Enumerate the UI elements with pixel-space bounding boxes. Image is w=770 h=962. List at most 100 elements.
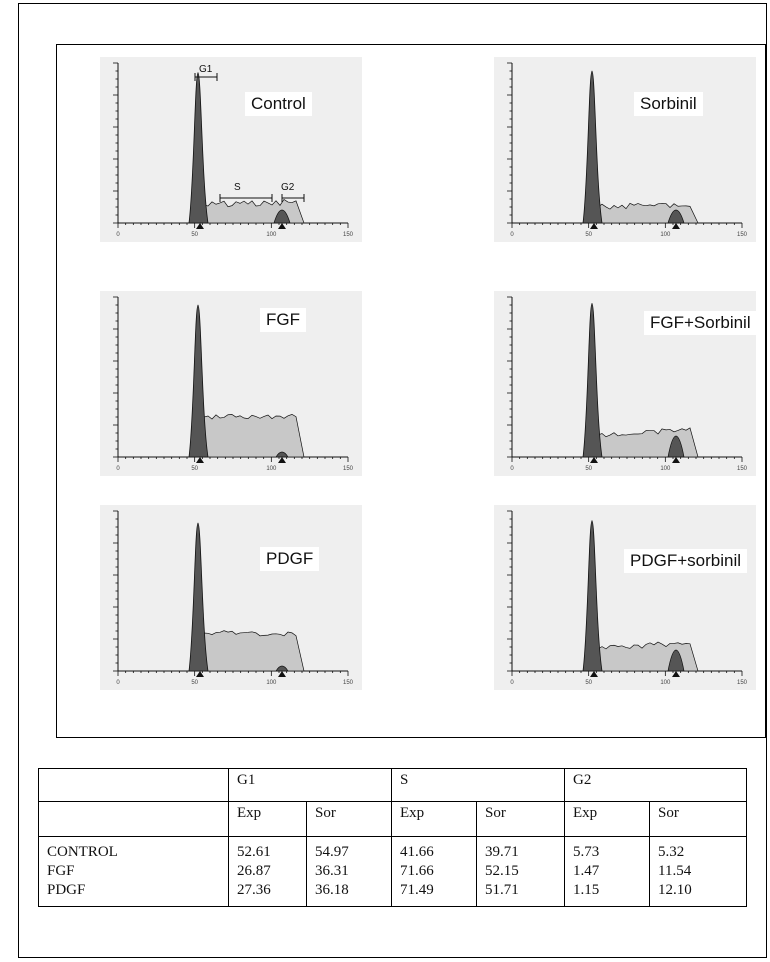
gate-marker	[590, 223, 598, 229]
histogram-label: FGF	[260, 308, 306, 332]
g2-peak	[667, 209, 685, 224]
histogram-plot: 0 50 100 150	[507, 62, 748, 238]
g2-peak	[275, 665, 289, 672]
gate-marker	[672, 671, 680, 677]
table-value-column: 52.61 26.87 27.36	[228, 836, 307, 907]
table-cell: 52.61	[237, 844, 271, 860]
row-label: FGF	[47, 863, 75, 879]
table-cell: 52.15	[485, 863, 519, 879]
gate-marker	[278, 457, 286, 463]
table-row-labels: CONTROL FGF PDGF	[38, 836, 229, 907]
table-cell: 1.47	[573, 863, 600, 879]
table-cell: 71.49	[400, 882, 434, 898]
table-subheader: Exp	[564, 801, 650, 837]
g1-peak	[188, 522, 209, 672]
x-tick-label: 0	[510, 232, 514, 238]
histogram-plot: 0 50 100 150 G1 S G2	[113, 62, 354, 238]
table-subheader: Exp	[228, 801, 307, 837]
gate-marker	[278, 223, 286, 229]
g1-peak	[188, 304, 209, 458]
table-phase-header: G2	[564, 768, 747, 802]
g1-peak	[188, 72, 209, 224]
histogram-label: FGF+Sorbinil	[644, 311, 757, 335]
table-corner-cell	[38, 801, 229, 837]
g2-peak	[667, 649, 685, 672]
g2-peak	[667, 435, 685, 458]
histogram-plot: 0 50 100 150	[113, 510, 354, 686]
gate-marker	[196, 223, 204, 229]
table-cell: 36.18	[315, 882, 349, 898]
x-tick-label: 150	[343, 466, 354, 472]
phase-label-g1: G1	[199, 64, 213, 75]
x-tick-label: 0	[116, 466, 120, 472]
g2-peak	[275, 451, 289, 458]
table-cell: 41.66	[400, 844, 434, 860]
histogram-label: PDGF	[260, 547, 320, 571]
gate-marker	[590, 671, 598, 677]
x-tick-label: 150	[737, 466, 748, 472]
table-subheader: Exp	[391, 801, 477, 837]
table-value-column: 41.66 71.66 71.49	[391, 836, 477, 907]
g1-peak	[582, 520, 603, 672]
table-subheader-row: Exp Sor Exp Sor Exp Sor	[38, 801, 747, 837]
table-corner-cell	[38, 768, 229, 802]
table-phase-header: S	[391, 768, 565, 802]
x-tick-label: 0	[510, 466, 514, 472]
x-tick-label: 50	[191, 680, 198, 686]
x-tick-label: 100	[660, 680, 671, 686]
table-value-column: 5.73 1.47 1.15	[564, 836, 650, 907]
histogram-sorbinil: 0 50 100 150 Sorbinil	[494, 57, 756, 242]
x-tick-label: 50	[585, 466, 592, 472]
table-value-column: 39.71 52.15 51.71	[476, 836, 565, 907]
x-tick-label: 50	[191, 466, 198, 472]
table-cell: 51.71	[485, 882, 519, 898]
x-tick-label: 150	[343, 232, 354, 238]
x-tick-label: 50	[585, 232, 592, 238]
g2-peak	[273, 209, 291, 224]
table-cell: 11.54	[658, 863, 692, 879]
table-value-column: 54.97 36.31 36.18	[306, 836, 392, 907]
gate-marker	[196, 671, 204, 677]
x-tick-label: 100	[266, 680, 277, 686]
x-tick-label: 0	[510, 680, 514, 686]
g1-peak	[582, 70, 603, 224]
histogram-fgf_sorbinil: 0 50 100 150 FGF+Sorbinil	[494, 291, 757, 476]
table-value-column: 5.32 11.54 12.10	[649, 836, 747, 907]
gate-marker	[278, 671, 286, 677]
histogram-pdgf_sorbinil: 0 50 100 150 PDGF+sorbinil	[494, 505, 756, 690]
table-cell: 71.66	[400, 863, 434, 879]
gate-marker	[672, 223, 680, 229]
x-tick-label: 150	[737, 680, 748, 686]
table-cell: 1.15	[573, 882, 600, 898]
histogram-label: Control	[245, 92, 312, 116]
table-cell: 27.36	[237, 882, 271, 898]
x-tick-label: 150	[343, 680, 354, 686]
histogram-pdgf: 0 50 100 150 PDGF	[100, 505, 362, 690]
x-tick-label: 0	[116, 232, 120, 238]
x-tick-label: 100	[660, 466, 671, 472]
histogram-panel: 0 50 100 150 G1 S G2 Control 0 50 100 150 Sorbinil 0 5…	[56, 44, 766, 738]
table-body-row: CONTROL FGF PDGF 52.61 26.87 27.36 54.97…	[38, 836, 747, 907]
x-tick-label: 100	[660, 232, 671, 238]
table-cell: 5.32	[658, 844, 685, 860]
gate-marker	[590, 457, 598, 463]
table-subheader: Sor	[649, 801, 747, 837]
phase-label-g2: G2	[281, 182, 295, 193]
histogram-plot: 0 50 100 150	[507, 510, 748, 686]
figure-frame: 0 50 100 150 G1 S G2 Control 0 50 100 150 Sorbinil 0 5…	[18, 3, 767, 958]
histogram-label: Sorbinil	[634, 92, 703, 116]
histogram-plot: 0 50 100 150	[113, 296, 354, 472]
x-tick-label: 50	[191, 232, 198, 238]
x-tick-label: 100	[266, 466, 277, 472]
table-cell: 39.71	[485, 844, 519, 860]
table-cell: 26.87	[237, 863, 271, 879]
x-tick-label: 0	[116, 680, 120, 686]
table-phase-header-row: G1 S G2	[38, 768, 747, 802]
table-cell: 12.10	[658, 882, 692, 898]
table-phase-header: G1	[228, 768, 392, 802]
gate-marker	[196, 457, 204, 463]
x-tick-label: 100	[266, 232, 277, 238]
phase-label-s: S	[234, 182, 241, 193]
s-phase-area	[203, 413, 305, 458]
table-cell: 54.97	[315, 844, 349, 860]
